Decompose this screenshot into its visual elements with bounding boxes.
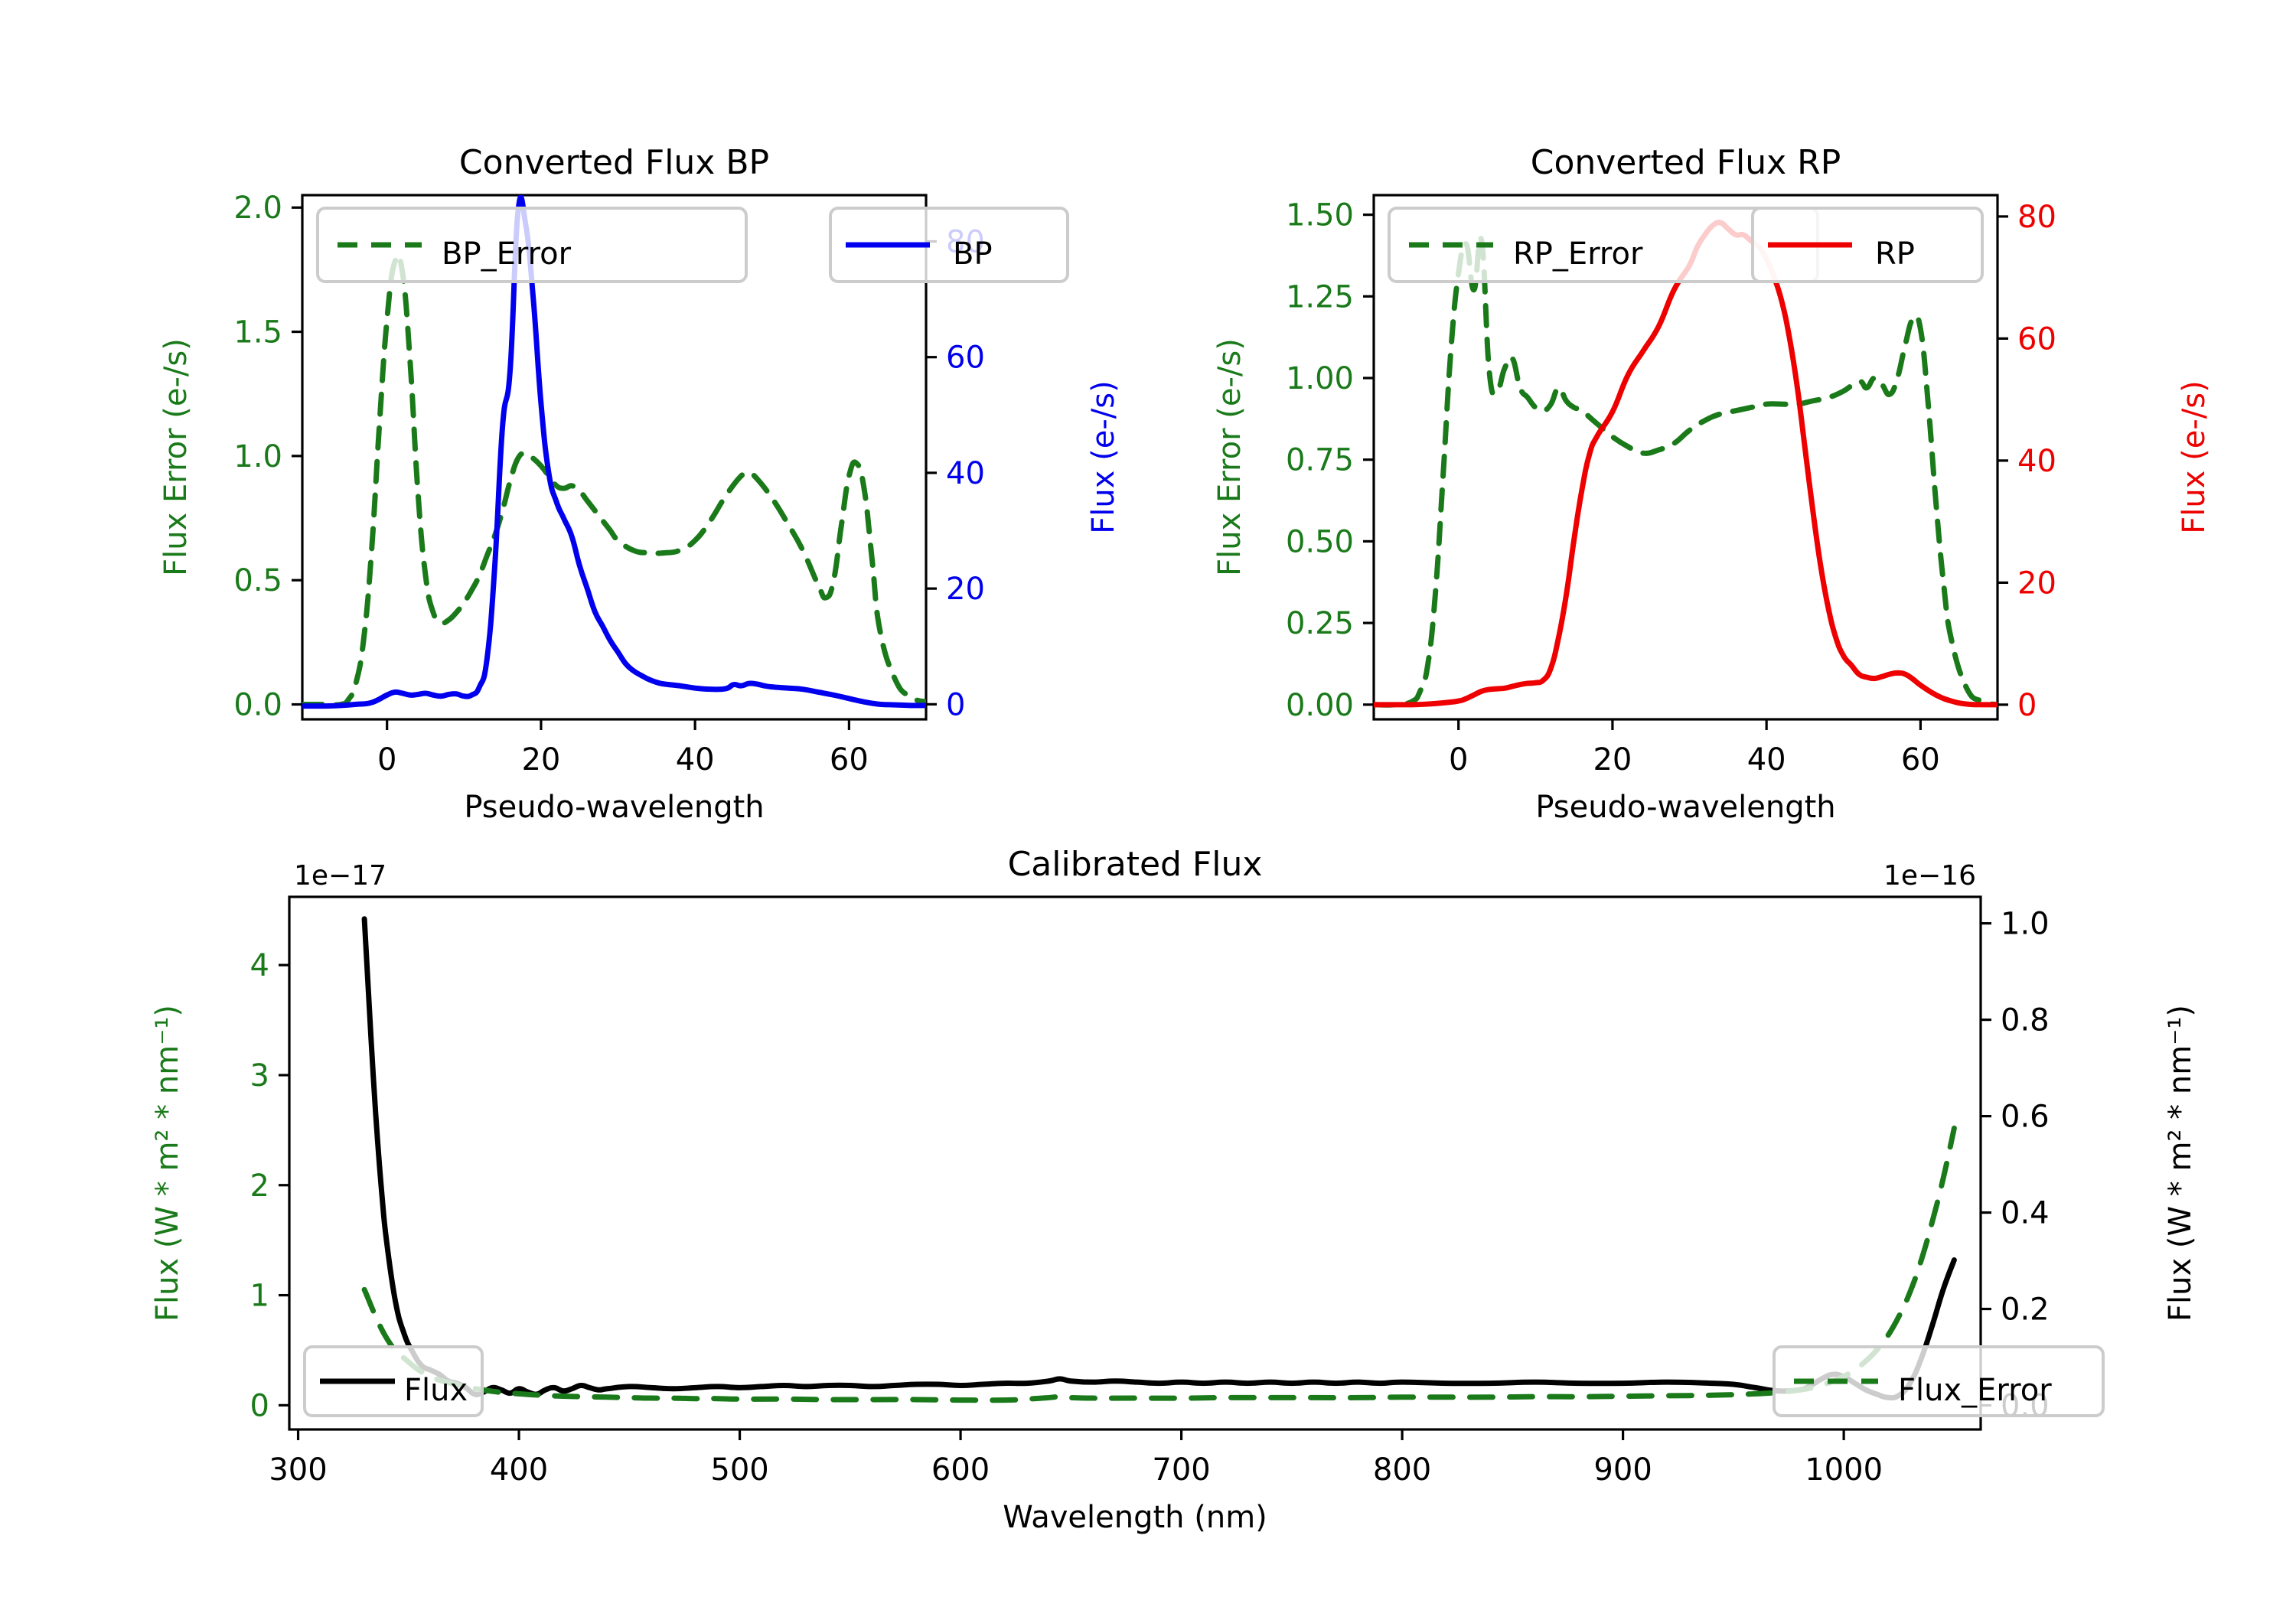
panel-bp-yticklabel-right: 40 [946, 456, 985, 491]
panel-cal-xticklabel: 900 [1593, 1452, 1652, 1488]
panel-cal-yticklabel-right: 0.6 [2001, 1100, 2050, 1135]
panel-rp-yticklabel-left: 1.00 [1286, 361, 1354, 396]
panel-bp-yticklabel-right: 0 [946, 687, 965, 722]
panel-bp-frame [301, 194, 928, 721]
panel-rp-xticklabel: 20 [1593, 742, 1632, 777]
panel-bp-yticklabel-right: 60 [946, 341, 985, 376]
panel-cal-title: Calibrated Flux [1008, 845, 1263, 884]
panel-cal-yticklabel-left: 0 [250, 1388, 269, 1423]
panel-rp-yticklabel-right: 0 [2017, 688, 2037, 723]
panel-cal-series-flux_error [361, 1125, 1957, 1403]
panel-bp-ylabel-left: Flux Error (e-/s) [158, 338, 194, 576]
panel-rp-series-rp [1374, 220, 1998, 708]
panel-bp-ylabel-right: Flux (e-/s) [1086, 380, 1121, 533]
panel-rp-yticklabel-left: 0.00 [1286, 688, 1354, 723]
panel-cal-xlabel: Wavelength (nm) [1003, 1500, 1267, 1535]
panel-bp-xlabel: Pseudo-wavelength [464, 790, 764, 825]
panel-bp-yticklabel-left: 0.0 [233, 688, 282, 723]
panel-rp-frame [1372, 194, 1999, 721]
panel-rp-xticklabel: 0 [1449, 742, 1468, 777]
panel-bp-xticklabel: 20 [521, 742, 560, 777]
panel-cal-offset-left: 1e−17 [294, 860, 386, 892]
panel-cal-xticklabel: 800 [1373, 1452, 1431, 1488]
panel-bp-yticklabel-right: 20 [946, 572, 985, 607]
panel-bp-legend-bp [829, 207, 1069, 283]
panel-rp-yticklabel-right: 60 [2017, 321, 2056, 357]
panel-rp-xticklabel: 60 [1901, 742, 1940, 777]
panel-bp-yticklabel-left: 2.0 [233, 191, 282, 226]
panel-rp-yticklabel-left: 1.25 [1286, 279, 1354, 315]
panel-bp-series-bp [302, 195, 926, 709]
panel-cal-series-flux [361, 916, 1957, 1401]
panel-cal-offset-right: 1e−16 [1883, 860, 1976, 892]
panel-cal-yticklabel-left: 1 [250, 1279, 269, 1314]
panel-cal-yticklabel-right: 0.2 [2001, 1292, 2050, 1328]
panel-bp-xticklabel: 0 [377, 742, 396, 777]
panel-rp-title: Converted Flux RP [1531, 143, 1841, 182]
panel-cal-yticklabel-right: 1.0 [2001, 907, 2050, 942]
panel-cal-xticklabel: 600 [931, 1452, 990, 1488]
panel-cal-xticklabel: 300 [269, 1452, 327, 1488]
panel-rp-yticklabel-right: 80 [2017, 200, 2056, 235]
panel-rp-legend-rp [1751, 207, 1984, 283]
panel-rp-ylabel-right: Flux (e-/s) [2177, 380, 2212, 533]
panel-rp-legend-label-rp: RP [1875, 236, 1915, 272]
panel-bp-legend-label-bp: BP [953, 236, 993, 272]
panel-rp-yticklabel-left: 0.25 [1286, 606, 1354, 641]
panel-rp-xticklabel: 40 [1747, 742, 1786, 777]
panel-rp-yticklabel-left: 0.50 [1286, 524, 1354, 559]
panel-bp-title: Converted Flux BP [459, 143, 769, 182]
panel-rp-ylabel-left: Flux Error (e-/s) [1212, 338, 1247, 576]
panel-cal-xticklabel: 1000 [1805, 1452, 1883, 1488]
panel-cal-ylabel-right: Flux (W * m² * nm⁻¹) [2163, 1005, 2198, 1322]
panel-cal-legend-flux-error [1773, 1345, 2105, 1417]
panel-bp-yticklabel-left: 0.5 [233, 563, 282, 598]
panel-cal-yticklabel-right: 0.8 [2001, 1003, 2050, 1038]
panel-bp-yticklabel-left: 1.0 [233, 439, 282, 474]
panel-cal-yticklabel-left: 2 [250, 1169, 269, 1204]
panel-bp-legend-bp-error [316, 207, 748, 283]
panel-bp-xticklabel: 40 [676, 742, 715, 777]
panel-cal-yticklabel-right: 0.4 [2001, 1196, 2050, 1231]
panel-rp-yticklabel-right: 20 [2017, 566, 2056, 601]
panel-bp-series-bp_error [302, 252, 926, 708]
panel-cal-yticklabel-left: 4 [250, 948, 269, 983]
panel-rp-yticklabel-left: 1.50 [1286, 198, 1354, 233]
panel-cal-yticklabel-left: 3 [250, 1058, 269, 1094]
panel-bp-xticklabel: 60 [830, 742, 869, 777]
panel-rp-xlabel: Pseudo-wavelength [1535, 790, 1835, 825]
panel-cal-legend-label-flux-error: Flux_Error [1898, 1373, 2052, 1408]
panel-rp-legend-label-rp-error: RP_Error [1513, 236, 1643, 272]
panel-bp-legend-label-bp-error: BP_Error [442, 236, 572, 272]
panel-cal-ylabel-left: Flux (W * m² * nm⁻¹) [150, 1005, 185, 1322]
panel-cal-xticklabel: 500 [710, 1452, 768, 1488]
panel-rp-yticklabel-left: 0.75 [1286, 443, 1354, 478]
panel-rp-series-rp_error [1374, 235, 1998, 708]
panel-rp-yticklabel-right: 40 [2017, 444, 2056, 479]
panel-cal-frame [288, 895, 1982, 1431]
panel-cal-xticklabel: 700 [1152, 1452, 1210, 1488]
panel-bp-yticklabel-left: 1.5 [233, 315, 282, 350]
panel-cal-legend-label-flux: Flux [404, 1373, 468, 1408]
panel-cal-xticklabel: 400 [490, 1452, 548, 1488]
